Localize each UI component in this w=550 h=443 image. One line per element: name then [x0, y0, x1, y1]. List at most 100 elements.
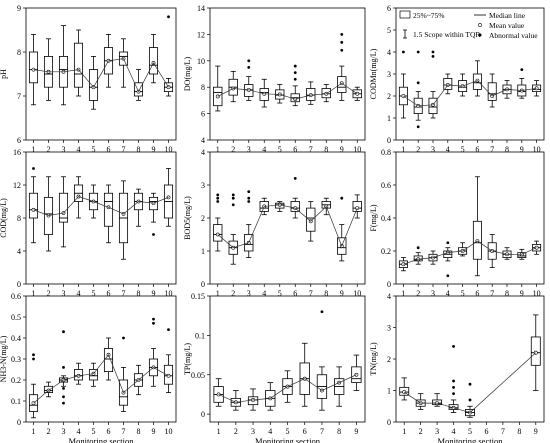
outlier-point	[416, 246, 420, 250]
outlier-point	[446, 274, 450, 278]
outlier-point	[416, 81, 420, 85]
x-tick-label: 4	[446, 289, 450, 298]
y-axis-label: TN(mg/L)	[369, 342, 378, 376]
x-tick-label: 3	[247, 145, 251, 154]
x-tick-label: 3	[247, 289, 251, 298]
y-tick-label: 6	[387, 4, 391, 13]
legend-outlier-label: Abnormal value	[489, 31, 538, 40]
y-axis-label: COD(mg/L)	[0, 198, 8, 238]
iqr-box	[133, 82, 144, 97]
box-9	[337, 196, 347, 262]
x-tick-label: 8	[324, 289, 328, 298]
y-tick-label: 16	[13, 148, 21, 157]
outlier-point	[446, 241, 450, 245]
box-7	[316, 310, 328, 411]
box-10	[532, 240, 542, 255]
box-6	[299, 342, 310, 407]
y-tick-label: 0	[387, 280, 391, 289]
x-tick-label: 7	[122, 289, 126, 298]
box-3	[58, 176, 69, 248]
outlier-point	[167, 15, 170, 19]
box-7	[118, 180, 129, 260]
box-9	[148, 192, 159, 236]
x-tick-label: 5	[92, 289, 96, 298]
box-10	[163, 15, 174, 97]
panel-6: 0 0.2 0.4 0.6 0.8 F(mg/L) 1 2 3 4 5 6 7 8 9 10	[369, 148, 545, 298]
box-4	[448, 345, 459, 413]
box-8	[133, 188, 144, 227]
mean-line	[403, 240, 537, 265]
y-tick-label: 0.4	[11, 334, 21, 343]
plot-frame	[209, 7, 366, 141]
x-tick-label: 8	[337, 427, 341, 436]
box-2	[43, 38, 54, 101]
box-3	[58, 25, 69, 106]
y-tick-label: 3	[201, 181, 205, 190]
box-6	[472, 60, 482, 97]
x-tick-label: 7	[122, 145, 126, 154]
x-tick-label: 7	[320, 427, 324, 436]
plot-frame	[25, 7, 177, 141]
x-tick-label: 4	[452, 427, 456, 436]
outlier-point	[320, 310, 324, 314]
outlier-point	[62, 330, 65, 334]
x-tick-label: 9	[354, 427, 358, 436]
box-5	[88, 362, 99, 387]
x-tick-label: 4	[77, 427, 81, 436]
x-tick-label: 1	[32, 289, 36, 298]
x-tick-label: 3	[431, 289, 435, 298]
x-tick-label: 3	[435, 427, 439, 436]
mean-marker	[534, 245, 539, 250]
x-tick-label: 5	[468, 427, 472, 436]
y-tick-label: 0.1	[195, 331, 205, 340]
x-tick-label: 2	[234, 427, 238, 436]
y-tick-label: 0.2	[381, 247, 391, 256]
x-tick-label: 10	[353, 289, 361, 298]
x-tick-label: 5	[92, 145, 96, 154]
x-tick-label: 6	[475, 145, 479, 154]
x-tick-label: 1	[401, 289, 405, 298]
y-tick-label: 0.6	[11, 292, 21, 301]
y-tick-label: 0	[17, 280, 21, 289]
x-tick-label: 6	[475, 289, 479, 298]
box-6	[472, 176, 482, 277]
y-tick-label: 1	[201, 247, 205, 256]
x-tick-label: 6	[107, 289, 111, 298]
y-tick-label: 2	[201, 214, 205, 223]
x-tick-label: 2	[47, 427, 51, 436]
y-tick-label: 0	[17, 418, 21, 427]
outlier-point	[152, 321, 155, 325]
iqr-box	[58, 192, 69, 223]
legend-box-swatch	[399, 10, 411, 19]
box-10	[163, 328, 174, 394]
box-4	[259, 78, 269, 108]
outlier-point	[340, 40, 344, 44]
y-tick-label: 10	[197, 57, 205, 66]
box-1	[398, 50, 408, 119]
x-tick-label: 1	[32, 145, 36, 154]
x-tick-label: 4	[262, 145, 266, 154]
x-axis-label: Monitoring section	[438, 436, 504, 443]
box-3	[428, 50, 438, 119]
x-tick-label: 8	[137, 145, 141, 154]
legend-whisker-label: 1.5 Scope within TQR	[413, 30, 480, 39]
x-tick-label: 10	[533, 145, 541, 154]
box-10	[352, 194, 362, 219]
outlier-point	[216, 196, 220, 200]
iqr-box	[73, 42, 84, 88]
outlier-point	[247, 66, 251, 69]
x-tick-label: 2	[419, 427, 423, 436]
outlier-point	[231, 203, 235, 207]
x-tick-label: 3	[431, 145, 435, 154]
x-tick-label: 6	[303, 427, 307, 436]
y-tick-label: 0	[201, 280, 205, 289]
box-2	[43, 176, 54, 252]
mean-line	[33, 354, 169, 404]
x-tick-label: 1	[216, 289, 220, 298]
y-axis-label: DO(mg/L)	[183, 57, 192, 92]
y-axis-label: BOD5(mg/L)	[183, 196, 192, 240]
box-8	[321, 84, 331, 103]
